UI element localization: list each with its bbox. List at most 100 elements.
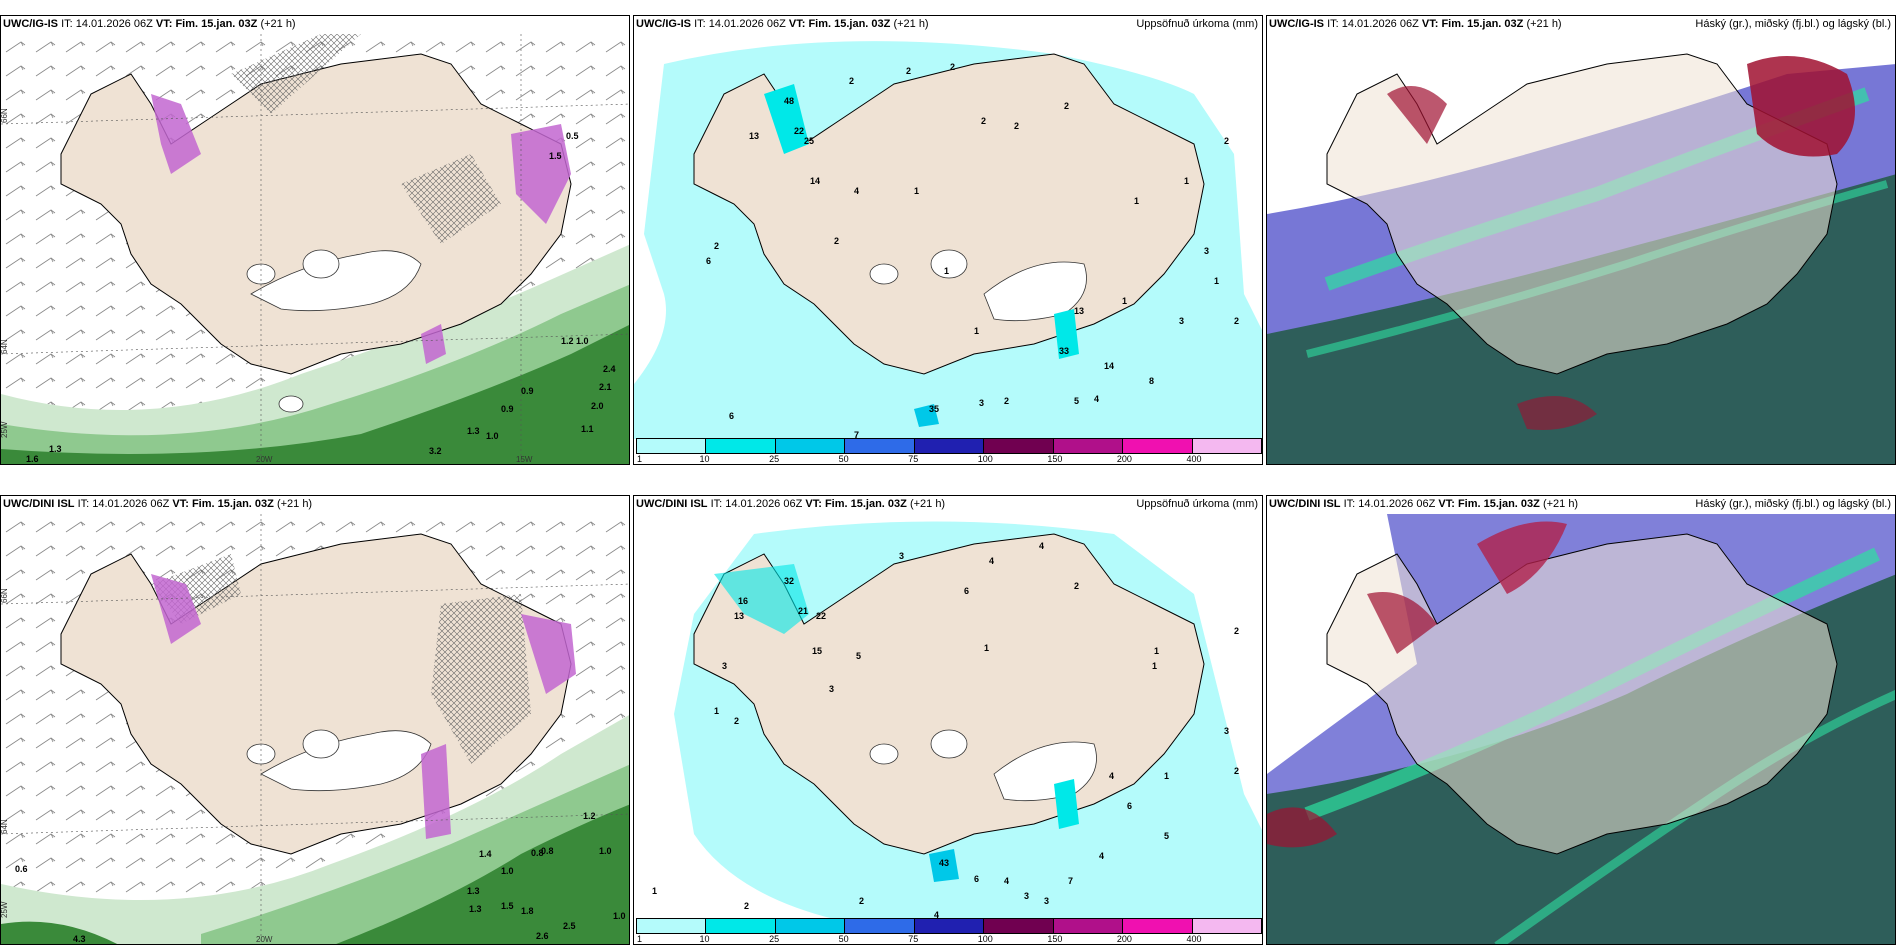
precip-map: 3 4 4 6 2 2 1 16 13 32 21 22 15 5 3 1 2 … — [634, 514, 1262, 919]
svg-text:1: 1 — [714, 706, 719, 716]
colorbar-cell — [1123, 439, 1193, 453]
colorbar-tick-label: 400 — [1186, 454, 1202, 464]
svg-text:3: 3 — [1044, 896, 1049, 906]
precip-map: 2 2 2 2 2 2 2 13 48 22 25 14 4 1 1 2 2 6… — [634, 34, 1262, 439]
svg-text:1.8: 1.8 — [521, 906, 534, 916]
svg-text:7: 7 — [1068, 876, 1073, 886]
svg-text:14: 14 — [810, 176, 820, 186]
svg-text:13: 13 — [749, 131, 759, 141]
svg-text:2: 2 — [734, 716, 739, 726]
panel-wind-top: UWC/IG-IS IT: 14.01.2026 06Z VT: Fim. 15… — [0, 15, 630, 465]
svg-text:1.1: 1.1 — [581, 424, 594, 434]
colorbar-cell — [637, 439, 707, 453]
svg-text:1: 1 — [1154, 646, 1159, 656]
svg-text:5: 5 — [1074, 396, 1079, 406]
cloud-title: Háský (gr.), miðský (fj.bl.) og lágský (… — [1695, 498, 1891, 510]
svg-text:1.0: 1.0 — [576, 336, 589, 346]
svg-text:33: 33 — [1059, 346, 1069, 356]
colorbar-tick-label: 50 — [838, 454, 849, 464]
svg-text:2.5: 2.5 — [563, 921, 576, 931]
colorbar-cell — [706, 439, 776, 453]
svg-text:66N: 66N — [1, 108, 9, 123]
svg-text:3: 3 — [722, 661, 727, 671]
svg-text:6: 6 — [1127, 801, 1132, 811]
svg-text:2: 2 — [981, 116, 986, 126]
svg-text:2: 2 — [1074, 581, 1079, 591]
svg-text:66N: 66N — [1, 588, 9, 603]
panel-cloud-bottom: UWC/DINI ISL IT: 14.01.2026 06Z VT: Fim.… — [1266, 495, 1896, 945]
colorbar-cell — [775, 919, 846, 933]
colorbar-tick-label: 1 — [637, 934, 643, 944]
colorbar-tick-label: 200 — [1116, 934, 1132, 944]
colorbar-cell — [1053, 439, 1124, 453]
svg-text:2: 2 — [1234, 766, 1239, 776]
colorbar-cell — [914, 439, 985, 453]
svg-text:7: 7 — [854, 430, 859, 439]
wind-map: 66N 64N 25W 20W 0.6 1.4 1.0 0.8 0.8 1.0 … — [1, 514, 629, 944]
svg-text:0.9: 0.9 — [501, 404, 514, 414]
colorbar-labels: 1 10 25 50 75 100 150 200 400 — [636, 934, 1262, 944]
svg-text:14: 14 — [1104, 361, 1114, 371]
wind-map: 66N 64N 25W 20W 15W 0.5 1.5 1.0 1.2 2.4 … — [1, 34, 629, 464]
svg-text:3: 3 — [1179, 316, 1184, 326]
svg-text:15: 15 — [812, 646, 822, 656]
colorbar-cell — [984, 439, 1054, 453]
svg-text:2.4: 2.4 — [603, 364, 616, 374]
colorbar-tick-label: 150 — [1047, 934, 1063, 944]
svg-text:1: 1 — [1152, 661, 1157, 671]
svg-text:2: 2 — [834, 236, 839, 246]
cloud-title: Háský (gr.), miðský (fj.bl.) og lágský (… — [1695, 18, 1891, 30]
svg-text:0.8: 0.8 — [531, 848, 544, 858]
svg-text:2: 2 — [1234, 626, 1239, 636]
svg-text:3: 3 — [1204, 246, 1209, 256]
panel-cloud-top: UWC/IG-IS IT: 14.01.2026 06Z VT: Fim. 15… — [1266, 15, 1896, 465]
panel-precip-top: UWC/IG-IS IT: 14.01.2026 06Z VT: Fim. 15… — [633, 15, 1263, 465]
svg-text:2: 2 — [849, 76, 854, 86]
colorbar-labels: 1 10 25 50 75 100 150 200 400 — [636, 454, 1262, 464]
svg-text:0.6: 0.6 — [15, 864, 28, 874]
svg-text:0.8: 0.8 — [541, 846, 554, 856]
svg-text:1.0: 1.0 — [613, 911, 626, 921]
colorbar-tick-label: 200 — [1116, 454, 1132, 464]
svg-text:2: 2 — [744, 901, 749, 911]
svg-text:1.5: 1.5 — [549, 151, 562, 161]
svg-text:1.3: 1.3 — [49, 444, 62, 454]
svg-text:1.6: 1.6 — [26, 454, 39, 464]
svg-text:20W: 20W — [256, 935, 273, 944]
svg-text:3: 3 — [979, 398, 984, 408]
iceland-landmass — [1326, 533, 1838, 855]
colorbar — [636, 438, 1262, 454]
svg-text:4: 4 — [1099, 851, 1104, 861]
svg-text:1.5: 1.5 — [501, 901, 514, 911]
svg-text:1.3: 1.3 — [467, 426, 480, 436]
colorbar-cell — [706, 919, 776, 933]
cloud-map — [1267, 34, 1895, 464]
svg-text:3: 3 — [1024, 891, 1029, 901]
svg-text:6: 6 — [729, 411, 734, 421]
colorbar-tick-label: 75 — [908, 934, 919, 944]
svg-text:1.3: 1.3 — [469, 904, 482, 914]
colorbar-tick-label: 50 — [838, 934, 849, 944]
svg-text:1.0: 1.0 — [599, 846, 612, 856]
panel-title: UWC/DINI ISL IT: 14.01.2026 06Z VT: Fim.… — [636, 498, 946, 510]
svg-text:2.6: 2.6 — [536, 931, 549, 941]
svg-text:8: 8 — [1149, 376, 1154, 386]
svg-text:1: 1 — [1134, 196, 1139, 206]
svg-text:1.2: 1.2 — [561, 336, 574, 346]
svg-text:32: 32 — [784, 576, 794, 586]
colorbar — [636, 918, 1262, 934]
svg-text:2: 2 — [950, 62, 955, 72]
colorbar-tick-label: 1 — [637, 454, 643, 464]
svg-text:2: 2 — [859, 896, 864, 906]
svg-text:1: 1 — [914, 186, 919, 196]
colorbar-cell — [845, 919, 915, 933]
colorbar-tick-label: 75 — [908, 454, 919, 464]
iceland-landmass — [1326, 53, 1838, 375]
svg-text:25: 25 — [804, 136, 814, 146]
svg-text:22: 22 — [794, 126, 804, 136]
svg-text:2: 2 — [906, 66, 911, 76]
colorbar-tick-label: 100 — [977, 454, 993, 464]
panel-precip-bottom: UWC/DINI ISL IT: 14.01.2026 06Z VT: Fim.… — [633, 495, 1263, 945]
svg-text:4: 4 — [854, 186, 859, 196]
precip-title: Uppsöfnuð úrkoma (mm) — [1136, 18, 1258, 30]
